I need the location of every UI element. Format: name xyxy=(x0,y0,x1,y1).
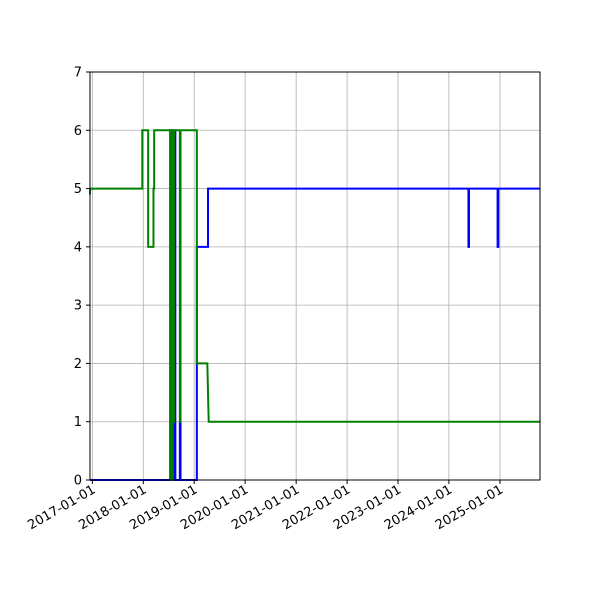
grid xyxy=(90,71,540,481)
y-tick-label: 7 xyxy=(74,66,82,81)
y-tick-label: 2 xyxy=(74,357,82,372)
series-line-2 xyxy=(89,129,540,481)
y-tick-label: 3 xyxy=(74,299,82,314)
y-tick-label: 1 xyxy=(74,415,82,430)
axes-frame xyxy=(89,71,541,481)
y-tick-label: 0 xyxy=(74,474,82,489)
y-tick-label: 6 xyxy=(74,124,82,139)
axis-ticks: 012345672017-01-012018-01-012019-01-0120… xyxy=(25,66,506,534)
y-tick-label: 5 xyxy=(74,182,82,197)
y-tick-label: 4 xyxy=(74,240,82,255)
